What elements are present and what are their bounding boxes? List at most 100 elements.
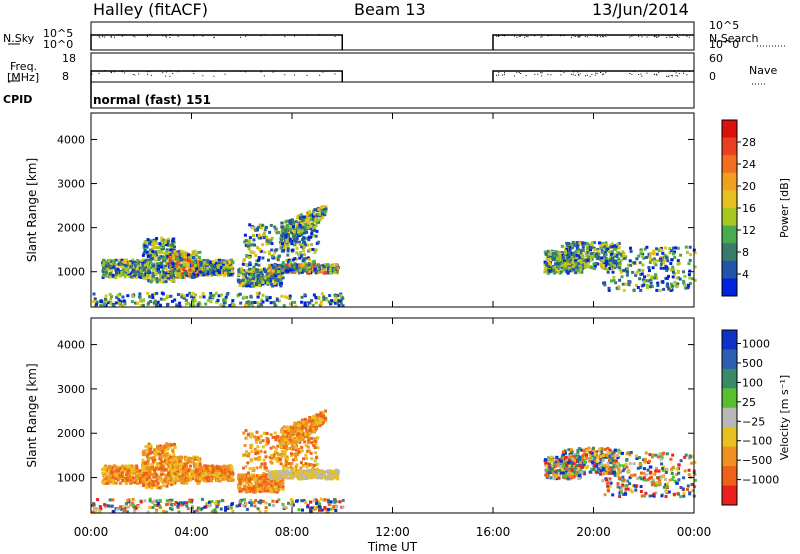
power-cell — [162, 242, 166, 246]
power-cell — [308, 222, 312, 226]
velocity-cell — [121, 479, 125, 482]
velocity-cell — [309, 451, 313, 455]
velocity-cell — [176, 465, 180, 469]
velocity-cell — [246, 476, 250, 480]
velocity-cell — [238, 482, 242, 486]
velocity-cell — [269, 446, 273, 450]
power-cell — [608, 255, 612, 259]
power-cell — [291, 227, 294, 231]
velocity-cell — [240, 489, 244, 493]
velocity-cell — [212, 475, 216, 479]
nave-dot — [102, 70, 104, 72]
power-cell — [652, 249, 656, 253]
velocity-cell — [142, 484, 146, 488]
velocity-cell — [167, 471, 171, 475]
power-cell — [199, 273, 203, 277]
power-cell — [156, 246, 160, 250]
power-cell — [551, 266, 555, 270]
velocity-cell — [221, 477, 225, 481]
velocity-cell — [281, 464, 285, 468]
velocity-cell — [102, 466, 106, 470]
velocity-cell — [297, 450, 301, 454]
velocity-cell — [271, 435, 275, 439]
power-cell — [166, 243, 170, 247]
nave-dot — [605, 72, 607, 74]
velocity-cell — [141, 468, 145, 472]
velocity-cell — [225, 465, 229, 469]
power-cell — [562, 264, 566, 268]
velocity-cell — [264, 489, 268, 493]
power-cell — [586, 258, 590, 262]
power-cell — [592, 262, 596, 266]
power-cell — [659, 266, 663, 270]
velocity-cell — [307, 438, 311, 441]
nsearch-dot — [527, 36, 529, 38]
velocity-cell — [131, 479, 135, 482]
power-cell — [225, 268, 229, 272]
power-cell — [303, 228, 307, 231]
power-cell — [302, 258, 306, 262]
velocity-cell — [297, 447, 301, 451]
velocity-cell — [307, 449, 311, 453]
velocity-cell — [252, 468, 256, 472]
nave-dot — [579, 70, 581, 72]
power-cell — [666, 259, 670, 263]
power-cell — [192, 273, 196, 277]
power-cell — [107, 301, 111, 305]
power-cell — [279, 284, 283, 288]
power-cell — [150, 243, 154, 247]
power-cell — [117, 258, 121, 262]
power-cell — [209, 293, 213, 297]
power-cell — [604, 261, 608, 265]
power-cell — [648, 255, 652, 259]
velocity-cell — [293, 429, 297, 433]
velocity-cell — [136, 481, 139, 485]
power-cell — [138, 295, 142, 299]
power-cell — [319, 300, 323, 304]
velocity-cell — [274, 438, 278, 442]
power-cell — [286, 269, 290, 273]
velocity-cell — [206, 467, 210, 471]
velocity-cell — [190, 470, 193, 474]
nsearch-dot — [667, 34, 669, 36]
nave-dot — [629, 72, 631, 74]
power-cell — [283, 295, 287, 299]
power-cell — [121, 295, 125, 299]
power-cell — [182, 258, 186, 262]
power-cell — [211, 270, 215, 274]
power-cell — [270, 255, 274, 258]
velocity-cell — [263, 482, 267, 486]
velocity-cell — [171, 479, 175, 482]
velocity-cell — [130, 464, 134, 468]
power-cell — [104, 270, 108, 274]
velocity-cell — [169, 455, 173, 459]
velocity-cell — [147, 469, 151, 473]
power-cell — [227, 268, 231, 272]
power-cell — [310, 232, 314, 236]
power-cell — [587, 265, 591, 269]
power-cell — [563, 269, 567, 273]
power-cell — [167, 258, 171, 262]
power-cell — [310, 243, 313, 247]
nsearch-dot — [524, 36, 526, 38]
power-cell — [164, 243, 168, 247]
power-cell — [333, 298, 337, 302]
velocity-cell — [242, 431, 246, 435]
power-cell — [245, 254, 249, 258]
nsearch-dot — [686, 35, 688, 37]
power-cell — [562, 258, 566, 262]
power-cell — [226, 271, 230, 275]
power-cell — [194, 293, 198, 297]
power-cell — [182, 294, 186, 298]
velocity-cell — [305, 457, 309, 460]
velocity-cell — [315, 467, 319, 471]
power-cell — [302, 253, 306, 257]
power-cell — [617, 257, 621, 261]
power-cell — [273, 251, 277, 255]
velocity-cell — [274, 486, 278, 489]
power-cell — [341, 304, 345, 308]
velocity-cell — [173, 445, 177, 449]
power-cell — [242, 259, 246, 263]
power-cell — [634, 283, 638, 287]
power-cell — [305, 268, 309, 272]
